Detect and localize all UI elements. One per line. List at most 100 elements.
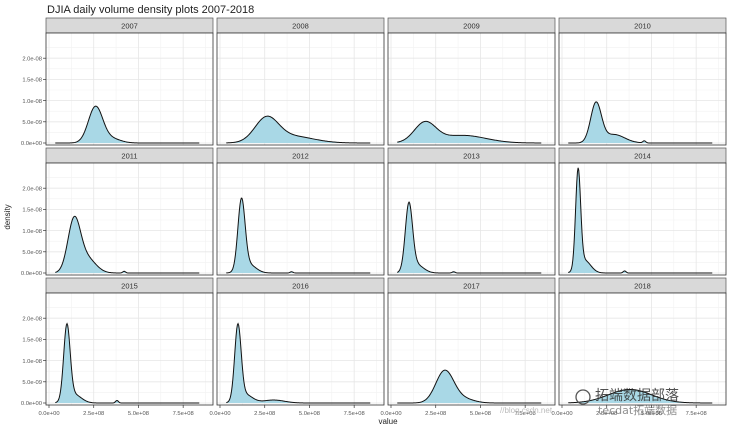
y-tick-label: 1.5e-08 <box>22 338 42 344</box>
panel-strip-label: 2017 <box>463 282 480 291</box>
watermark-url: //blog.csdn.net <box>500 406 553 415</box>
panel-border <box>387 32 556 146</box>
y-tick-label: 0.0e+00 <box>21 271 42 277</box>
density-area <box>397 121 542 143</box>
density-area <box>226 198 371 273</box>
density-line <box>226 322 371 404</box>
panel-background <box>388 33 555 145</box>
panel-border <box>216 162 385 276</box>
panel-2017: 2017 0.0e+00 2.5e+08 5.0e+08 7.5e+08 <box>380 277 556 417</box>
x-tick-label: 7.5e+08 <box>515 411 536 417</box>
x-tick-label: 5.0e+08 <box>128 411 149 417</box>
panel-background <box>388 293 555 405</box>
panel-background <box>46 33 213 145</box>
y-tick-label: 1.5e-08 <box>22 208 42 214</box>
panel-2010: 2010 <box>558 17 727 146</box>
panel-background <box>559 163 726 275</box>
panel-2016: 2016 0.0e+00 2.5e+08 5.0e+08 7.5e+08 <box>209 277 385 417</box>
x-tick-label: 5.0e+08 <box>641 411 662 417</box>
panel-strip-label: 2015 <box>121 282 138 291</box>
x-tick-label: 0.0e+00 <box>209 411 230 417</box>
panel-strip-label: 2008 <box>292 22 309 31</box>
panel-strip-label: 2011 <box>121 152 137 161</box>
panel-background <box>217 33 384 145</box>
panel-strip-label: 2014 <box>634 152 651 161</box>
density-area <box>568 167 713 273</box>
panel-border <box>558 292 727 406</box>
panel-border <box>216 292 385 406</box>
x-tick-label: 5.0e+08 <box>470 411 491 417</box>
density-line <box>397 369 542 404</box>
wechat-icon <box>575 389 591 405</box>
panel-2014: 2014 <box>558 147 727 276</box>
density-area <box>568 389 713 403</box>
y-tick-label: 1.0e-08 <box>22 359 42 365</box>
y-tick-label: 1.0e-08 <box>22 99 42 105</box>
y-axis-label: density <box>3 204 12 229</box>
panel-2009: 2009 <box>387 17 556 146</box>
x-tick-label: 7.5e+08 <box>173 411 194 417</box>
panel-2011: 2011 0.0e+00 5.0e-09 1.0e-08 1.5e-08 2.0e-08 <box>21 147 214 277</box>
density-line <box>226 115 371 144</box>
density-line <box>55 215 200 274</box>
density-line <box>568 167 713 274</box>
panel-strip-label: 2018 <box>634 282 651 291</box>
density-line <box>226 197 371 274</box>
panel-2008: 2008 <box>216 17 385 146</box>
panel-border <box>45 162 214 276</box>
density-line <box>397 120 542 144</box>
density-area <box>226 323 371 403</box>
y-tick-label: 1.0e-08 <box>22 229 42 235</box>
y-tick-label: 0.0e+00 <box>21 401 42 407</box>
density-area <box>55 106 200 143</box>
density-area <box>568 101 713 143</box>
x-tick-label: 0.0e+00 <box>38 411 59 417</box>
panel-border <box>558 32 727 146</box>
panel-border <box>387 292 556 406</box>
panel-2007: 2007 0.0e+00 5.0e-09 1.0e-08 1.5e-08 2.0e-08 <box>21 17 214 147</box>
y-tick-label: 5.0e-09 <box>22 380 42 386</box>
density-line <box>55 322 200 404</box>
panel-strip-label: 2013 <box>463 152 480 161</box>
panel-border <box>45 32 214 146</box>
panel-background <box>559 33 726 145</box>
watermark-subtext: tecdat拓端数据 <box>598 403 677 417</box>
y-tick-label: 5.0e-09 <box>22 120 42 126</box>
panel-2012: 2012 <box>216 147 385 276</box>
density-line <box>568 101 713 144</box>
facet-panels: 20070.0e+005.0e-091.0e-081.5e-082.0e-082… <box>21 17 727 417</box>
density-area <box>397 370 542 403</box>
watermark: 拓端数据部落 tecdat拓端数据 //blog.csdn.net <box>500 388 679 417</box>
x-tick-label: 5.0e+08 <box>299 411 320 417</box>
x-tick-label: 0.0e+00 <box>551 411 572 417</box>
y-tick-label: 2.0e-08 <box>22 316 42 322</box>
panel-2018: 2018 0.0e+00 2.5e+08 5.0e+08 7.5e+08 <box>551 277 727 417</box>
panel-border <box>558 162 727 276</box>
panel-2013: 2013 <box>387 147 556 276</box>
watermark-text: 拓端数据部落 <box>595 388 679 404</box>
x-tick-label: 0.0e+00 <box>380 411 401 417</box>
x-tick-label: 2.5e+08 <box>254 411 275 417</box>
y-tick-label: 0.0e+00 <box>21 141 42 147</box>
panel-border <box>45 292 214 406</box>
chart-title: DJIA daily volume density plots 2007-201… <box>47 4 254 16</box>
x-axis-label: value <box>378 417 398 426</box>
panel-strip-label: 2012 <box>292 152 309 161</box>
y-tick-label: 2.0e-08 <box>22 186 42 192</box>
density-area <box>226 116 371 143</box>
panel-background <box>559 293 726 405</box>
panel-strip-label: 2010 <box>634 22 651 31</box>
x-tick-label: 2.5e+08 <box>83 411 104 417</box>
panel-border <box>216 32 385 146</box>
panel-2015: 2015 0.0e+00 5.0e-09 1.0e-08 1.5e-08 2.0e-08 0… <box>21 277 214 417</box>
density-line <box>568 388 713 404</box>
y-tick-label: 1.5e-08 <box>22 78 42 84</box>
density-area <box>397 202 542 273</box>
panel-strip-label: 2007 <box>121 22 138 31</box>
x-tick-label: 7.5e+08 <box>344 411 365 417</box>
density-line <box>55 105 200 144</box>
panel-strip-label: 2016 <box>292 282 309 291</box>
x-tick-label: 2.5e+08 <box>425 411 446 417</box>
x-tick-label: 2.5e+08 <box>596 411 617 417</box>
